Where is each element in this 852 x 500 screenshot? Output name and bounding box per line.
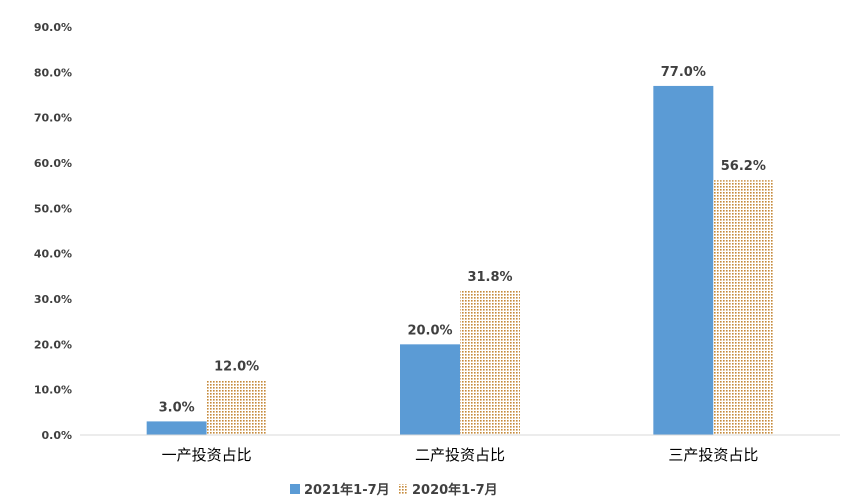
y-tick-label: 80.0% — [34, 66, 72, 79]
y-tick-label: 20.0% — [34, 338, 72, 351]
y-tick-label: 10.0% — [34, 384, 72, 397]
data-label: 77.0% — [661, 65, 706, 80]
bar-series2 — [206, 380, 267, 435]
legend-swatch — [398, 484, 408, 494]
data-labels: 3.0% 20.0% 77.0% 12.0% 31.8% 56.2% — [159, 65, 766, 415]
data-label: 56.2% — [721, 159, 766, 174]
bar-series2 — [460, 290, 520, 435]
y-tick-label: 90.0% — [34, 21, 72, 34]
x-axis: 一产投资占比 二产投资占比 三产投资占比 — [162, 446, 759, 464]
category-label: 二产投资占比 — [415, 446, 505, 464]
y-tick-label: 40.0% — [34, 248, 72, 261]
data-label: 20.0% — [407, 323, 452, 338]
data-label: 31.8% — [467, 270, 512, 285]
legend-label: 2020年1-7月 — [412, 482, 498, 498]
y-tick-label: 70.0% — [34, 112, 72, 125]
bar-series2 — [713, 180, 774, 435]
bars — [146, 85, 774, 435]
y-tick-label: 60.0% — [34, 157, 72, 170]
y-tick-label: 30.0% — [34, 293, 72, 306]
legend: 2021年1-7月 2020年1-7月 — [290, 482, 498, 498]
category-label: 三产投资占比 — [668, 446, 758, 464]
data-label: 12.0% — [214, 360, 259, 375]
y-axis: 0.0% 10.0% 20.0% 30.0% 40.0% 50.0% 60.0% 70.0% 8… — [34, 21, 72, 442]
legend-label: 2021年1-7月 — [304, 482, 390, 498]
bar-series1 — [400, 344, 460, 435]
y-tick-label: 0.0% — [41, 429, 72, 442]
legend-swatch — [290, 484, 300, 494]
bar-series1 — [146, 421, 207, 435]
bar-series1 — [653, 85, 714, 435]
y-tick-label: 50.0% — [34, 202, 72, 215]
category-label: 一产投资占比 — [162, 446, 252, 464]
data-label: 3.0% — [159, 400, 195, 415]
